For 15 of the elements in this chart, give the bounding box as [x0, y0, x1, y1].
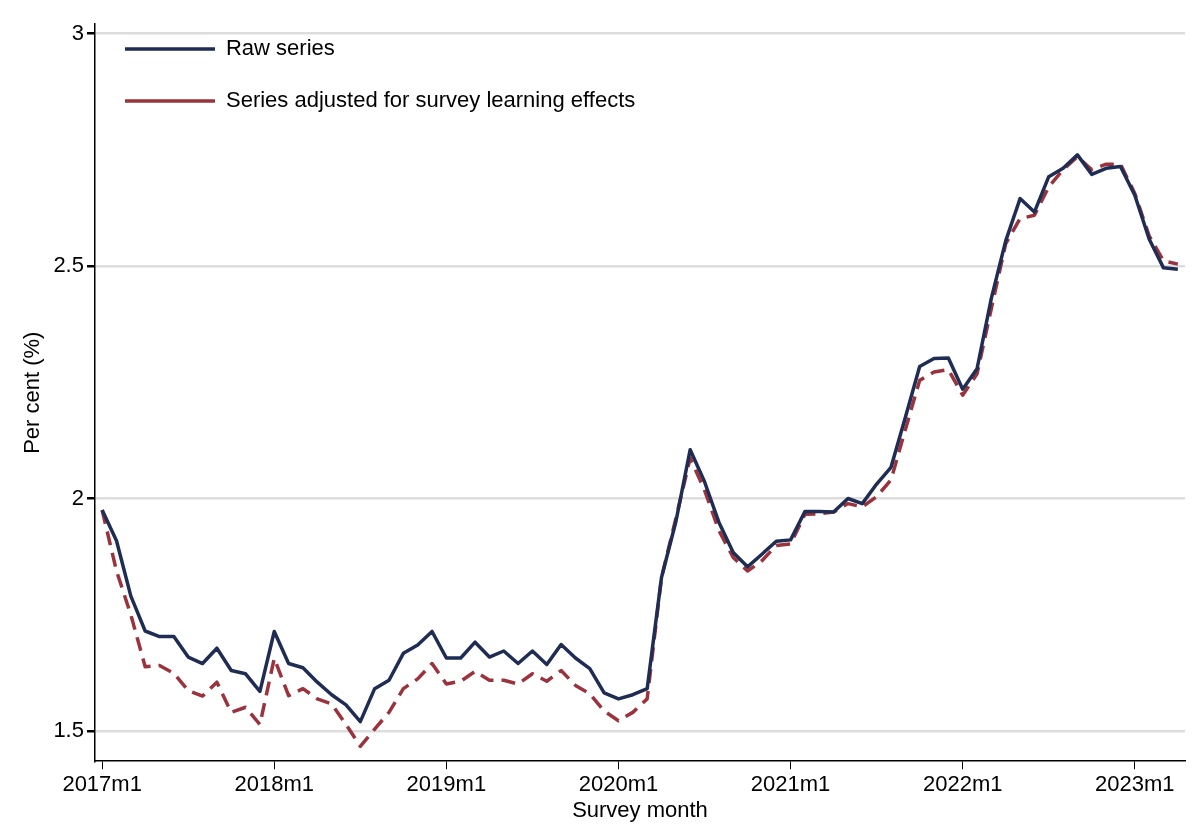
x-tick-label: 2017m1	[62, 771, 142, 797]
y-tick-label: 2.5	[53, 252, 84, 278]
y-axis-title: Per cent (%)	[19, 331, 45, 454]
y-tick-label: 2	[71, 484, 84, 510]
x-tick-label: 2018m1	[234, 771, 315, 797]
y-tick-label: 3	[71, 19, 84, 45]
x-tick-label: 2023m1	[1095, 771, 1175, 797]
x-tick-label: 2022m1	[922, 771, 1003, 797]
legend-label: Raw series	[225, 35, 335, 61]
x-axis-title: Survey month	[572, 796, 708, 822]
x-tick-label: 2019m1	[406, 771, 487, 797]
y-tick-label: 1.5	[53, 717, 84, 743]
x-tick-label: 2021m1	[750, 771, 831, 797]
legend-label: Series adjusted for survey learning effects	[225, 87, 636, 113]
x-tick-label: 2020m1	[578, 771, 659, 797]
